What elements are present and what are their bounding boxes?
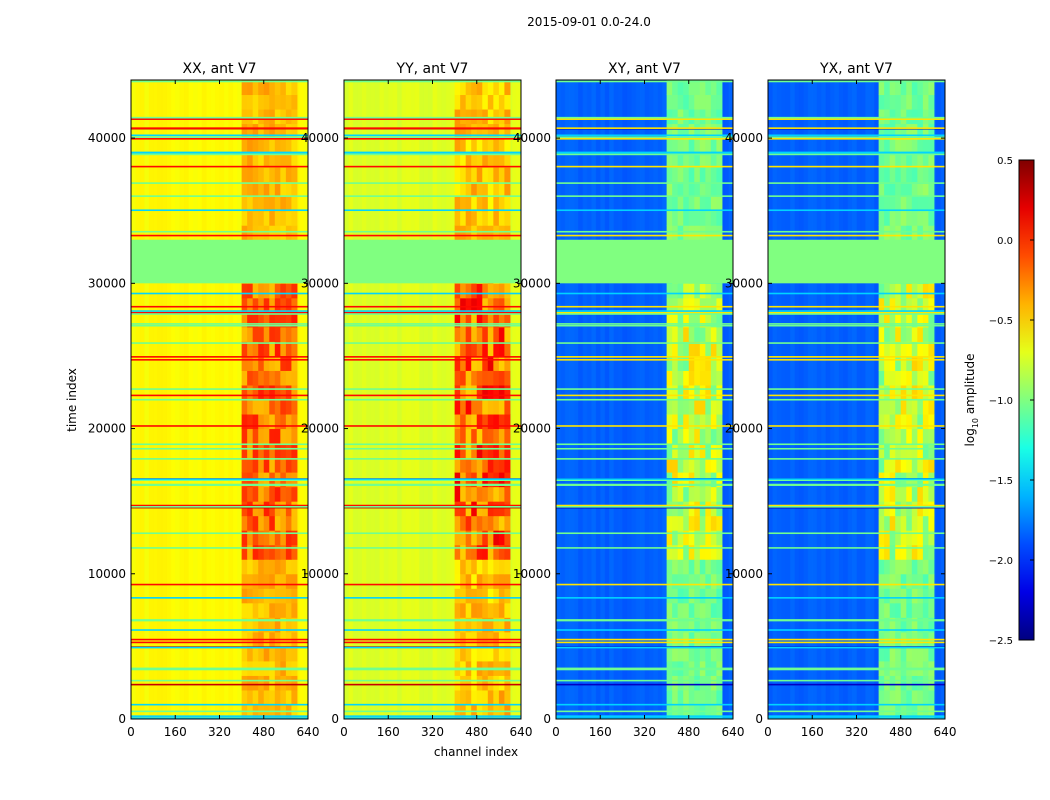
panel-title: XX, ant V7: [183, 61, 257, 77]
colorbar-tick-label: −1.0: [989, 396, 1013, 407]
y-tick-label: 10000: [88, 567, 126, 581]
y-tick-label: 30000: [513, 276, 551, 290]
colorbar-tick-label: 0.0: [997, 236, 1013, 247]
y-tick-label: 20000: [301, 422, 339, 436]
x-tick-label: 320: [633, 725, 656, 739]
x-tick-label: 640: [934, 725, 957, 739]
y-axis-label: time index: [65, 368, 79, 432]
y-tick-label: 0: [118, 712, 126, 726]
x-tick-label: 0: [340, 725, 348, 739]
x-tick-label: 0: [127, 725, 135, 739]
x-tick-label: 480: [465, 725, 488, 739]
x-tick-label: 640: [510, 725, 533, 739]
x-tick-label: 0: [764, 725, 772, 739]
x-tick-label: 160: [801, 725, 824, 739]
x-tick-label: 160: [589, 725, 612, 739]
heatmap-image-1: [131, 80, 308, 719]
panel-2: YY, ant V7 0 160 320 480 640 0 10000 20000 30000 4…: [301, 61, 533, 739]
y-tick-label: 30000: [301, 276, 339, 290]
heatmap-image-3: [556, 80, 733, 719]
x-tick-label: 320: [845, 725, 868, 739]
y-tick-label: 30000: [725, 276, 763, 290]
heatmap-image-2: [344, 80, 521, 719]
y-tick-label: 0: [755, 712, 763, 726]
y-tick-label: 10000: [301, 567, 339, 581]
y-tick-label: 10000: [725, 567, 763, 581]
x-tick-label: 160: [377, 725, 400, 739]
colorbar-tick-label: −1.5: [989, 476, 1013, 487]
colorbar-tick-label: −2.0: [989, 556, 1013, 567]
heatmap-image-4: [768, 80, 945, 719]
y-tick-label: 10000: [513, 567, 551, 581]
x-tick-label: 480: [889, 725, 912, 739]
panels-group: XX, ant V7 0 160 320 480 640 0 10000 20000 30000 4…: [88, 61, 957, 739]
y-tick-label: 40000: [725, 131, 763, 145]
x-tick-label: 320: [208, 725, 231, 739]
colorbar-tick-label: −2.5: [989, 636, 1013, 647]
colorbar-label: log10 amplitude: [963, 354, 980, 447]
colorbar: 0.5 0.0 −0.5 −1.0 −1.5 −2.0 −2.5: [989, 156, 1035, 647]
y-tick-label: 30000: [88, 276, 126, 290]
panel-title: XY, ant V7: [608, 61, 681, 77]
x-tick-label: 640: [297, 725, 320, 739]
figure-suptitle: 2015-09-01 0.0-24.0: [527, 15, 651, 29]
x-tick-label: 320: [421, 725, 444, 739]
y-tick-label: 0: [543, 712, 551, 726]
panel-title: YY, ant V7: [396, 61, 469, 77]
panel-4: YX, ant V7 0 160 320 480 640 0 10000 20000 30000 4…: [725, 61, 957, 739]
y-tick-label: 40000: [301, 131, 339, 145]
y-tick-label: 20000: [725, 422, 763, 436]
y-tick-label: 20000: [88, 422, 126, 436]
panel-title: YX, ant V7: [819, 61, 893, 77]
x-tick-label: 640: [722, 725, 745, 739]
y-tick-label: 20000: [513, 422, 551, 436]
y-tick-label: 40000: [88, 131, 126, 145]
colorbar-tick-label: 0.5: [997, 156, 1013, 167]
x-tick-label: 0: [552, 725, 560, 739]
x-axis-label: channel index: [434, 745, 518, 759]
x-tick-label: 480: [252, 725, 275, 739]
panel-1: XX, ant V7 0 160 320 480 640 0 10000 20000 30000 4…: [88, 61, 320, 739]
panel-3: XY, ant V7 0 160 320 480 640 0 10000 20000 30000 4…: [513, 61, 745, 739]
x-tick-label: 160: [164, 725, 187, 739]
y-tick-label: 40000: [513, 131, 551, 145]
x-tick-label: 480: [677, 725, 700, 739]
y-tick-label: 0: [331, 712, 339, 726]
colorbar-tick-label: −0.5: [989, 316, 1013, 327]
